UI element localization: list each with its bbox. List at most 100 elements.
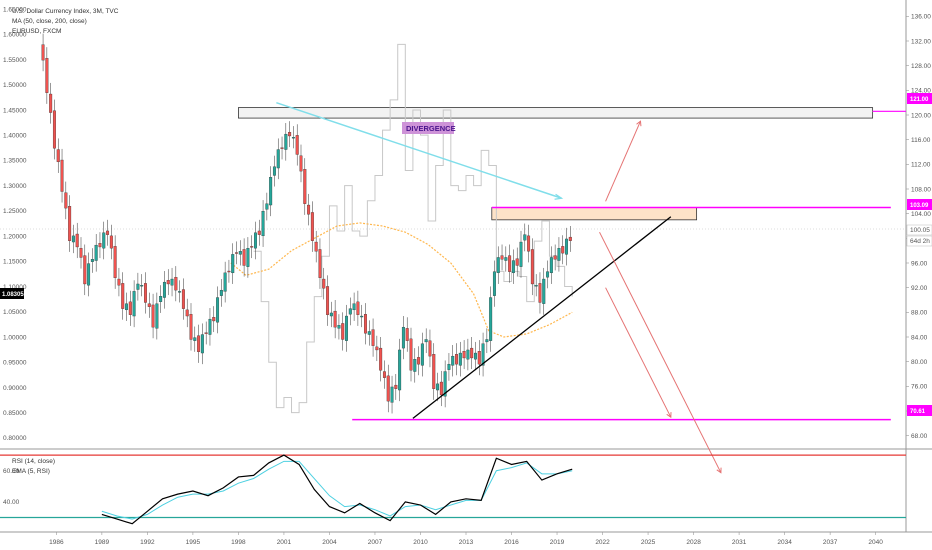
dxy-candles [41, 33, 572, 414]
candle [261, 200, 265, 247]
zones [238, 107, 874, 221]
x-axis-tick-label: 2004 [322, 539, 337, 546]
candle [375, 335, 379, 362]
candle [223, 261, 227, 303]
left-axis-tick-label: 1.60000 [3, 32, 27, 39]
candle [405, 317, 409, 352]
candle-body [144, 283, 147, 303]
candle [492, 260, 496, 307]
candle [132, 280, 136, 328]
candle-body [181, 289, 185, 309]
candle [428, 329, 432, 368]
candle [75, 222, 79, 259]
candle [208, 308, 212, 346]
right-axis-tick-label: 124.00 [911, 88, 931, 95]
x-axis-tick-label: 2037 [823, 539, 838, 546]
candle [87, 252, 91, 297]
candle-body [466, 349, 470, 360]
drawings [276, 101, 906, 474]
candle-body [420, 343, 424, 366]
candle-body [68, 206, 72, 241]
dxy-price-tag-bg [906, 224, 932, 236]
candle-body [462, 351, 466, 359]
candle [481, 332, 485, 377]
candle [121, 272, 125, 320]
candle [79, 237, 83, 269]
candle [109, 224, 113, 260]
divergence-label-bg [402, 122, 454, 134]
candle [413, 348, 417, 383]
candle-body [356, 301, 360, 315]
candle [227, 259, 231, 283]
left-axis-tick-label: 0.95000 [3, 360, 27, 367]
candle [561, 235, 565, 265]
candle [200, 323, 204, 365]
candle [352, 292, 356, 321]
candle [246, 237, 250, 278]
candle-body [511, 260, 515, 274]
candle [83, 244, 87, 296]
candle-body [390, 386, 394, 403]
candle-body [223, 272, 227, 292]
arrow-up-head [636, 120, 642, 127]
candle [398, 338, 402, 402]
candle-body [496, 257, 500, 274]
candle-body [504, 257, 508, 261]
candle-body [523, 234, 527, 241]
right-axis-tick-label: 76.00 [911, 384, 928, 391]
candle-body [470, 347, 474, 359]
candle [568, 226, 572, 252]
candle [504, 246, 508, 272]
left-axis-tick-label: 1.05000 [3, 309, 27, 316]
candle [52, 99, 56, 160]
candle-body [474, 352, 477, 360]
candle-body [102, 232, 106, 249]
candle [113, 235, 117, 289]
divergence-arrowhead [554, 193, 564, 200]
candle-body [151, 304, 155, 328]
candle [136, 272, 140, 301]
candle-body [254, 232, 257, 249]
candle-body [398, 349, 402, 391]
candle [390, 375, 394, 414]
candle [90, 248, 94, 273]
candle [542, 267, 546, 315]
candle-body [424, 339, 428, 343]
candle-body [314, 241, 318, 252]
candle-body [136, 283, 140, 290]
x-axis-tick-label: 2025 [641, 539, 656, 546]
candle-body [242, 249, 246, 266]
candle [458, 341, 462, 377]
candle-body [246, 248, 250, 267]
candle [231, 243, 235, 284]
candle [60, 148, 64, 203]
candle-body [428, 340, 432, 357]
x-axis-tick-label: 2034 [777, 539, 792, 546]
candle-body [326, 286, 330, 315]
candle-body [299, 155, 303, 172]
candle [276, 138, 280, 180]
candle-body [291, 137, 295, 139]
left-axis-tick-label: 1.25000 [3, 208, 27, 215]
candle [417, 346, 421, 376]
candle [242, 238, 246, 277]
candle-body [458, 352, 462, 366]
candle [288, 121, 292, 148]
candle [466, 338, 470, 371]
candle [538, 272, 542, 314]
candle-body [235, 252, 238, 254]
candle-body [295, 135, 299, 155]
right-axis-tick-label: 84.00 [911, 334, 928, 341]
candle-body [197, 335, 201, 352]
eurusd-series [253, 43, 573, 414]
candle [420, 332, 424, 377]
candle [310, 201, 314, 252]
right-axis-tick-label: 112.00 [911, 162, 931, 169]
candle-body [500, 255, 504, 260]
x-axis-tick-label: 1992 [140, 539, 155, 546]
candle-body [382, 371, 386, 378]
candle-body [561, 246, 565, 254]
candle [451, 345, 455, 377]
candle-body [364, 314, 367, 334]
